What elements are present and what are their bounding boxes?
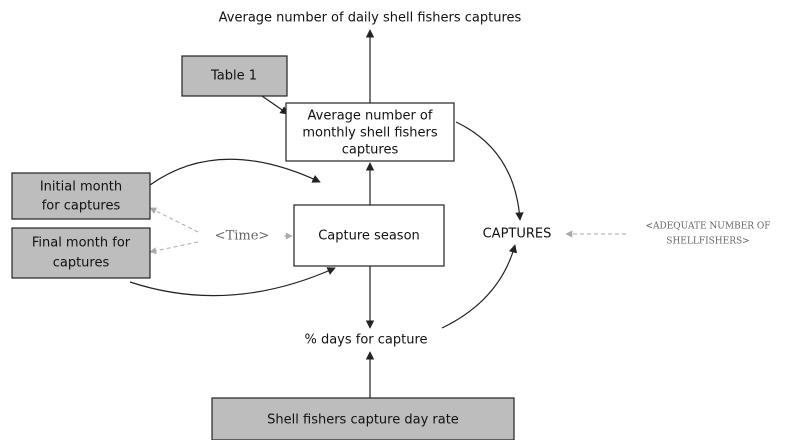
arrow <box>261 95 289 115</box>
arrow <box>149 158 321 186</box>
label: captures <box>53 256 110 271</box>
label: CAPTURES <box>483 227 552 242</box>
label: for captures <box>42 199 121 214</box>
arrow <box>441 244 518 329</box>
label: % days for capture <box>304 333 427 348</box>
label: Capture season <box>318 229 420 244</box>
rate-box <box>211 397 515 440</box>
season-box <box>293 204 445 267</box>
table-box <box>181 55 288 97</box>
label: Final month for <box>32 236 131 251</box>
final-box <box>11 227 151 279</box>
label: captures <box>342 143 399 158</box>
label: Initial month <box>40 180 122 195</box>
label: <Time> <box>215 229 270 244</box>
label: SHELLFISHERS> <box>666 237 749 247</box>
label: Shell fishers capture day rate <box>267 413 459 428</box>
label: Average number of daily shell fishers ca… <box>219 11 522 26</box>
label: monthly shell fishers <box>302 126 438 141</box>
link-dashed <box>149 241 199 255</box>
initial-box <box>11 172 151 220</box>
arrow <box>129 267 336 297</box>
label: <ADEQUATE NUMBER OF <box>645 222 770 232</box>
link-dashed <box>149 207 199 233</box>
arrow <box>455 121 524 221</box>
label: Table 1 <box>210 69 257 84</box>
monthly-box <box>285 102 455 162</box>
label: Average number of <box>308 109 433 124</box>
